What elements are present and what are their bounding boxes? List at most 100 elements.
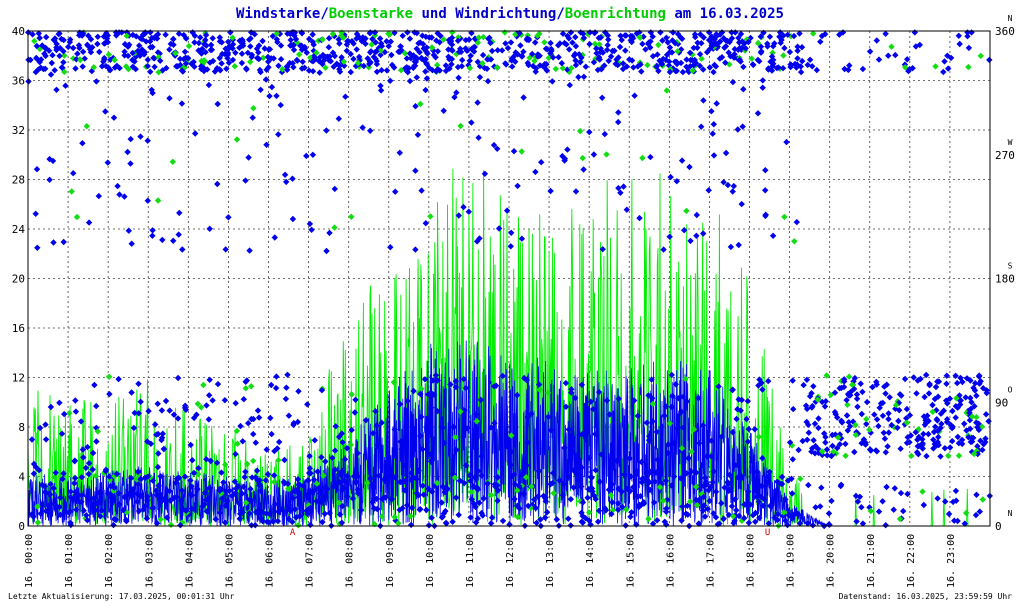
gust-direction-point [791,238,798,245]
wind-direction-point [465,36,473,43]
wind-direction-point [906,412,914,419]
wind-direction-point [353,46,360,53]
wind-direction-point [166,487,173,495]
wind-direction-point [195,465,202,472]
wind-direction-point [222,519,229,526]
wind-direction-point [256,477,263,484]
gust-direction-point [427,213,434,220]
wind-direction-point [828,497,835,505]
wind-direction-point [957,397,964,404]
wind-direction-point [547,427,555,434]
wind-direction-point [616,43,624,51]
wind-direction-point [102,467,109,475]
wind-direction-point [794,55,801,62]
wind-direction-point [721,484,728,491]
wind-direction-point [577,59,584,66]
wind-direction-point [418,55,425,63]
wind-direction-point [734,406,741,413]
wind-direction-point [389,61,396,69]
plot-frame [27,30,991,527]
wind-direction-point [46,490,53,498]
wind-direction-point [289,175,296,182]
wind-direction-point [166,46,173,53]
wind-direction-point [274,445,281,452]
gust-direction-point [945,452,952,459]
wind-direction-point [319,518,326,526]
wind-direction-point [937,453,944,460]
wind-direction-point [742,45,749,52]
wind-direction-point [305,477,312,484]
wind-direction-point [268,381,275,389]
wind-direction-point [853,518,860,525]
wind-direction-point [636,29,643,36]
wind-direction-point [285,515,292,523]
wind-direction-point [42,507,50,515]
x-tick-label: 16. 13:00 [545,534,556,588]
x-tick-label: 16. 08:00 [345,534,356,588]
wind-direction-point [114,182,121,190]
wind-direction-point [329,454,336,462]
wind-direction-point [472,411,480,418]
wind-direction-point [348,426,355,434]
wind-direction-point [207,457,214,465]
wind-direction-point [216,34,223,41]
wind-direction-point [495,225,503,232]
wind-direction-point [533,519,540,527]
gust-direction-point [919,488,926,495]
wind-direction-point [725,487,732,495]
wind-direction-point [942,498,949,505]
wind-direction-point [467,52,474,59]
wind-direction-point [127,474,135,482]
wind-direction-point [304,510,311,518]
wind-direction-point [124,148,131,156]
wind-direction-point [713,33,720,40]
wind-direction-point [971,403,978,410]
wind-direction-point [50,485,57,492]
wind-direction-point [567,496,574,503]
wind-direction-point [28,436,36,443]
wind-direction-point [880,429,887,436]
wind-direction-point [851,448,858,456]
y-left-tick-label: 16 [12,322,25,335]
wind-direction-point [716,31,724,38]
gust-direction-point [31,37,38,45]
wind-direction-point [180,31,187,39]
wind-direction-point [295,494,302,501]
wind-direction-point [973,392,980,399]
wind-direction-point [412,103,419,110]
wind-direction-point [42,436,50,443]
wind-direction-point [794,47,801,54]
gust-direction-point [666,420,673,427]
wind-direction-point [566,81,573,89]
wind-direction-point [580,73,588,80]
wind-direction-point [455,511,462,519]
wind-direction-point [529,50,536,58]
wind-direction-point [182,60,190,67]
wind-direction-point [422,220,429,227]
wind-direction-point [213,459,221,466]
wind-direction-point [828,452,835,460]
wind-direction-point [426,64,433,72]
gust-direction-point [474,39,482,46]
wind-direction-point [735,241,742,249]
wind-direction-point [696,62,704,70]
wind-direction-point [934,495,941,502]
title-part: Boenrichtung [565,6,666,22]
wind-direction-point [135,410,142,417]
wind-direction-point [158,434,166,441]
gust-direction-point [953,395,960,402]
wind-direction-point [511,495,518,503]
wind-direction-point [965,407,972,414]
x-tick-label: 16. 09:00 [385,534,396,588]
gust-direction-point [955,452,963,459]
wind-direction-point [739,38,746,45]
wind-direction-point [562,403,570,410]
wind-direction-point [87,36,95,43]
wind-direction-point [507,461,514,469]
wind-direction-point [771,40,778,47]
wind-direction-point [149,504,157,511]
wind-direction-point [697,31,704,38]
wind-direction-point [374,505,381,513]
wind-direction-point [627,487,634,495]
wind-direction-point [588,473,595,481]
